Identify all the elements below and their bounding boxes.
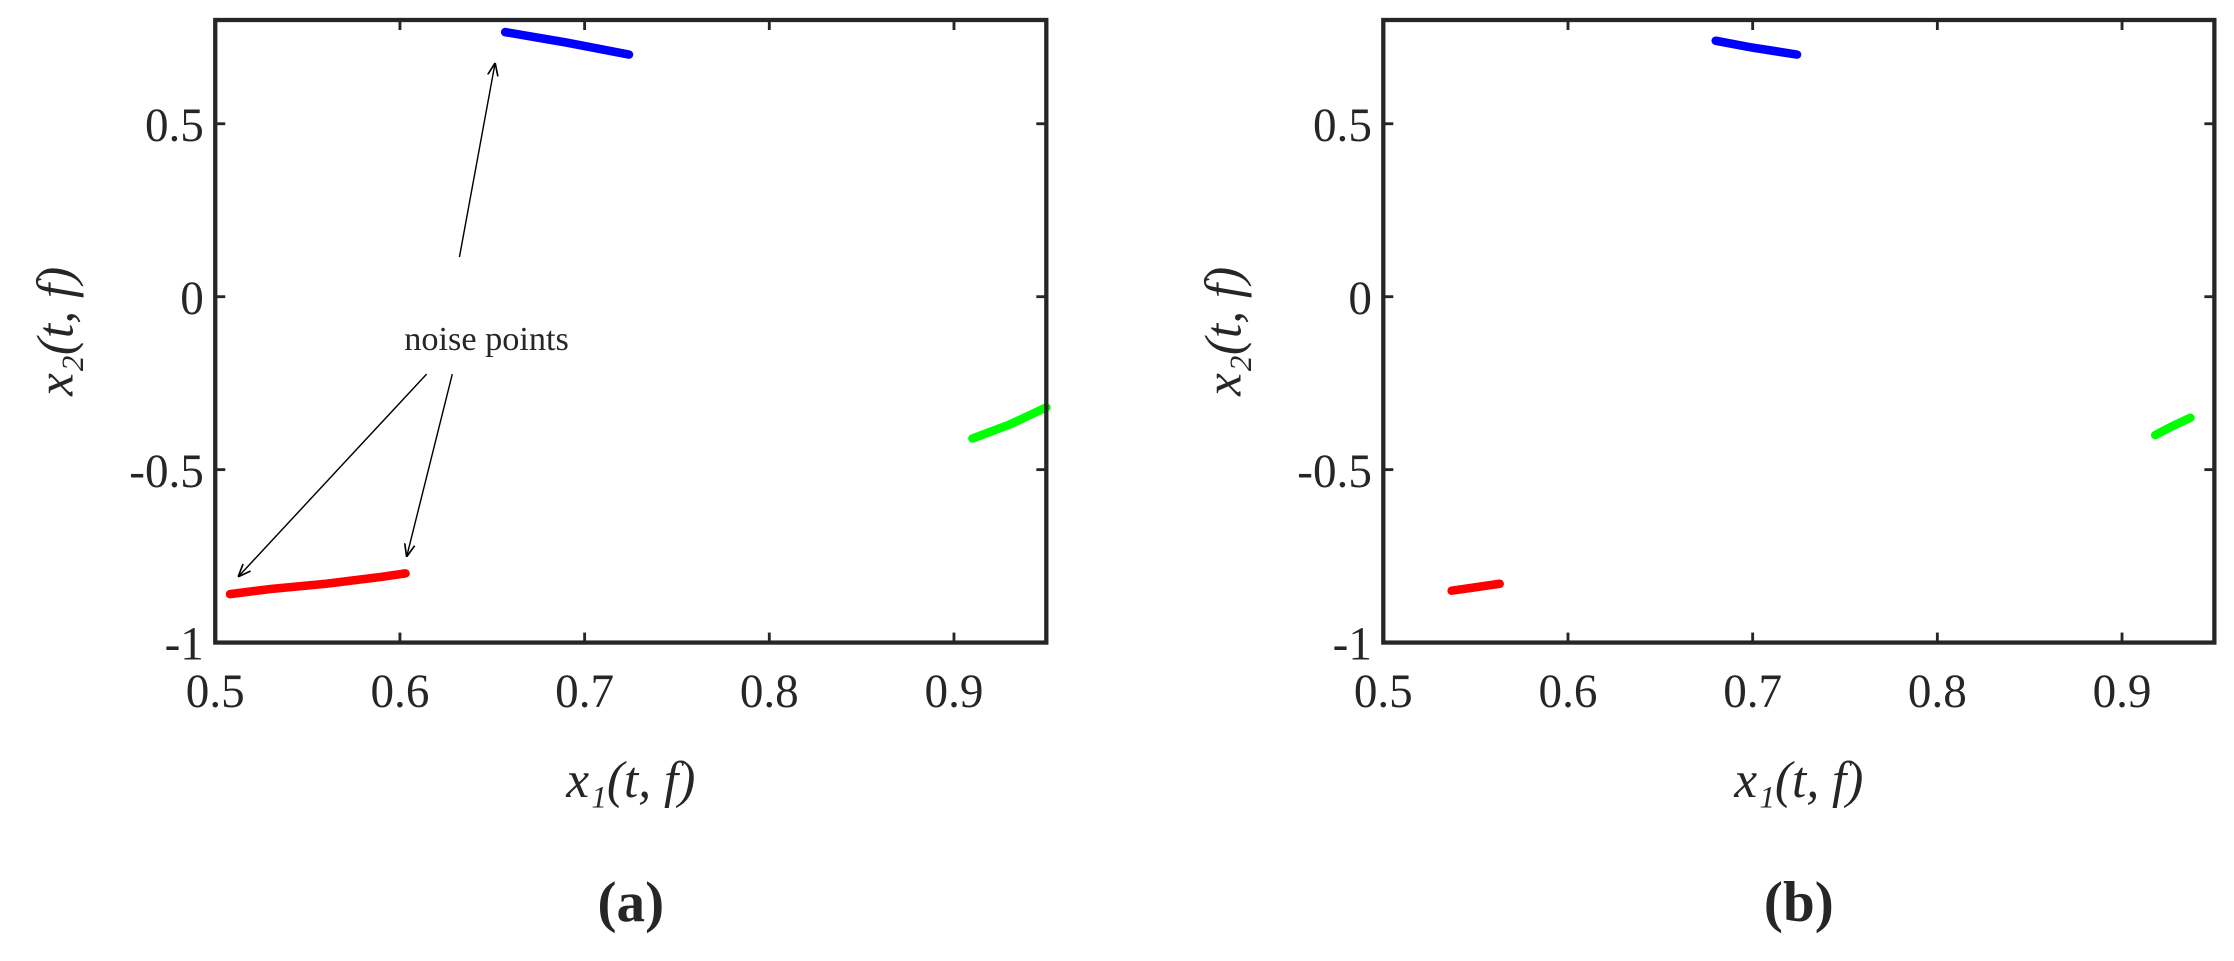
data-line (2150, 413, 2195, 440)
x-tick-label: 0.8 (1908, 666, 1967, 718)
y-axis-label: x₂(t, f) (27, 267, 84, 397)
x-tick-label: 0.6 (370, 666, 429, 718)
subplot-label: (a) (597, 871, 664, 934)
arrow (407, 373, 453, 557)
x-tick-label: 0.5 (186, 666, 245, 718)
y-tick-label: 0 (1348, 273, 1372, 325)
arrow (238, 373, 428, 577)
x-tick-label: 0.9 (925, 666, 984, 718)
y-tick-label: -0.5 (129, 446, 204, 498)
subplot: 0.5 0.6 0.7 0.8 0.9 -1 -0.5 0 0.5 x₁(t, f) x₂(t, f… (1196, 17, 2217, 934)
data-line (1711, 36, 1802, 59)
x-tick-label: 0.6 (1539, 666, 1598, 718)
data-line (1447, 579, 1504, 595)
x-tick-label: 0.7 (1723, 666, 1782, 718)
annotation-arrows (238, 63, 495, 577)
plot-frame (1381, 17, 2217, 645)
x-tick-label: 0.5 (1354, 666, 1413, 718)
y-tick-label: -1 (1333, 619, 1372, 671)
annotation: noise points (404, 320, 569, 358)
subplot-label: (b) (1764, 871, 1834, 934)
subplot: 0.5 0.6 0.7 0.8 0.9 -1 -0.5 0 0.5 x₁(t, f) x₂(t, f… (27, 17, 1051, 934)
y-tick-label: 0 (180, 273, 204, 325)
plot-frame (213, 17, 1049, 645)
data-line (500, 27, 634, 59)
arrow (458, 63, 495, 258)
data-line (968, 403, 1051, 443)
y-tick-label: -0.5 (1297, 446, 1372, 498)
y-axis-label: x₂(t, f) (1196, 267, 1253, 397)
y-tick-label: -1 (165, 619, 204, 671)
x-tick-label: 0.7 (555, 666, 614, 718)
y-tick-label: 0.5 (145, 100, 204, 152)
y-tick-label: 0.5 (1313, 100, 1372, 152)
x-axis-label: x₁(t, f) (565, 752, 695, 809)
x-tick-label: 0.8 (740, 666, 799, 718)
x-tick-label: 0.9 (2093, 666, 2152, 718)
data-line (225, 569, 410, 599)
x-axis-label: x₁(t, f) (1733, 752, 1863, 809)
